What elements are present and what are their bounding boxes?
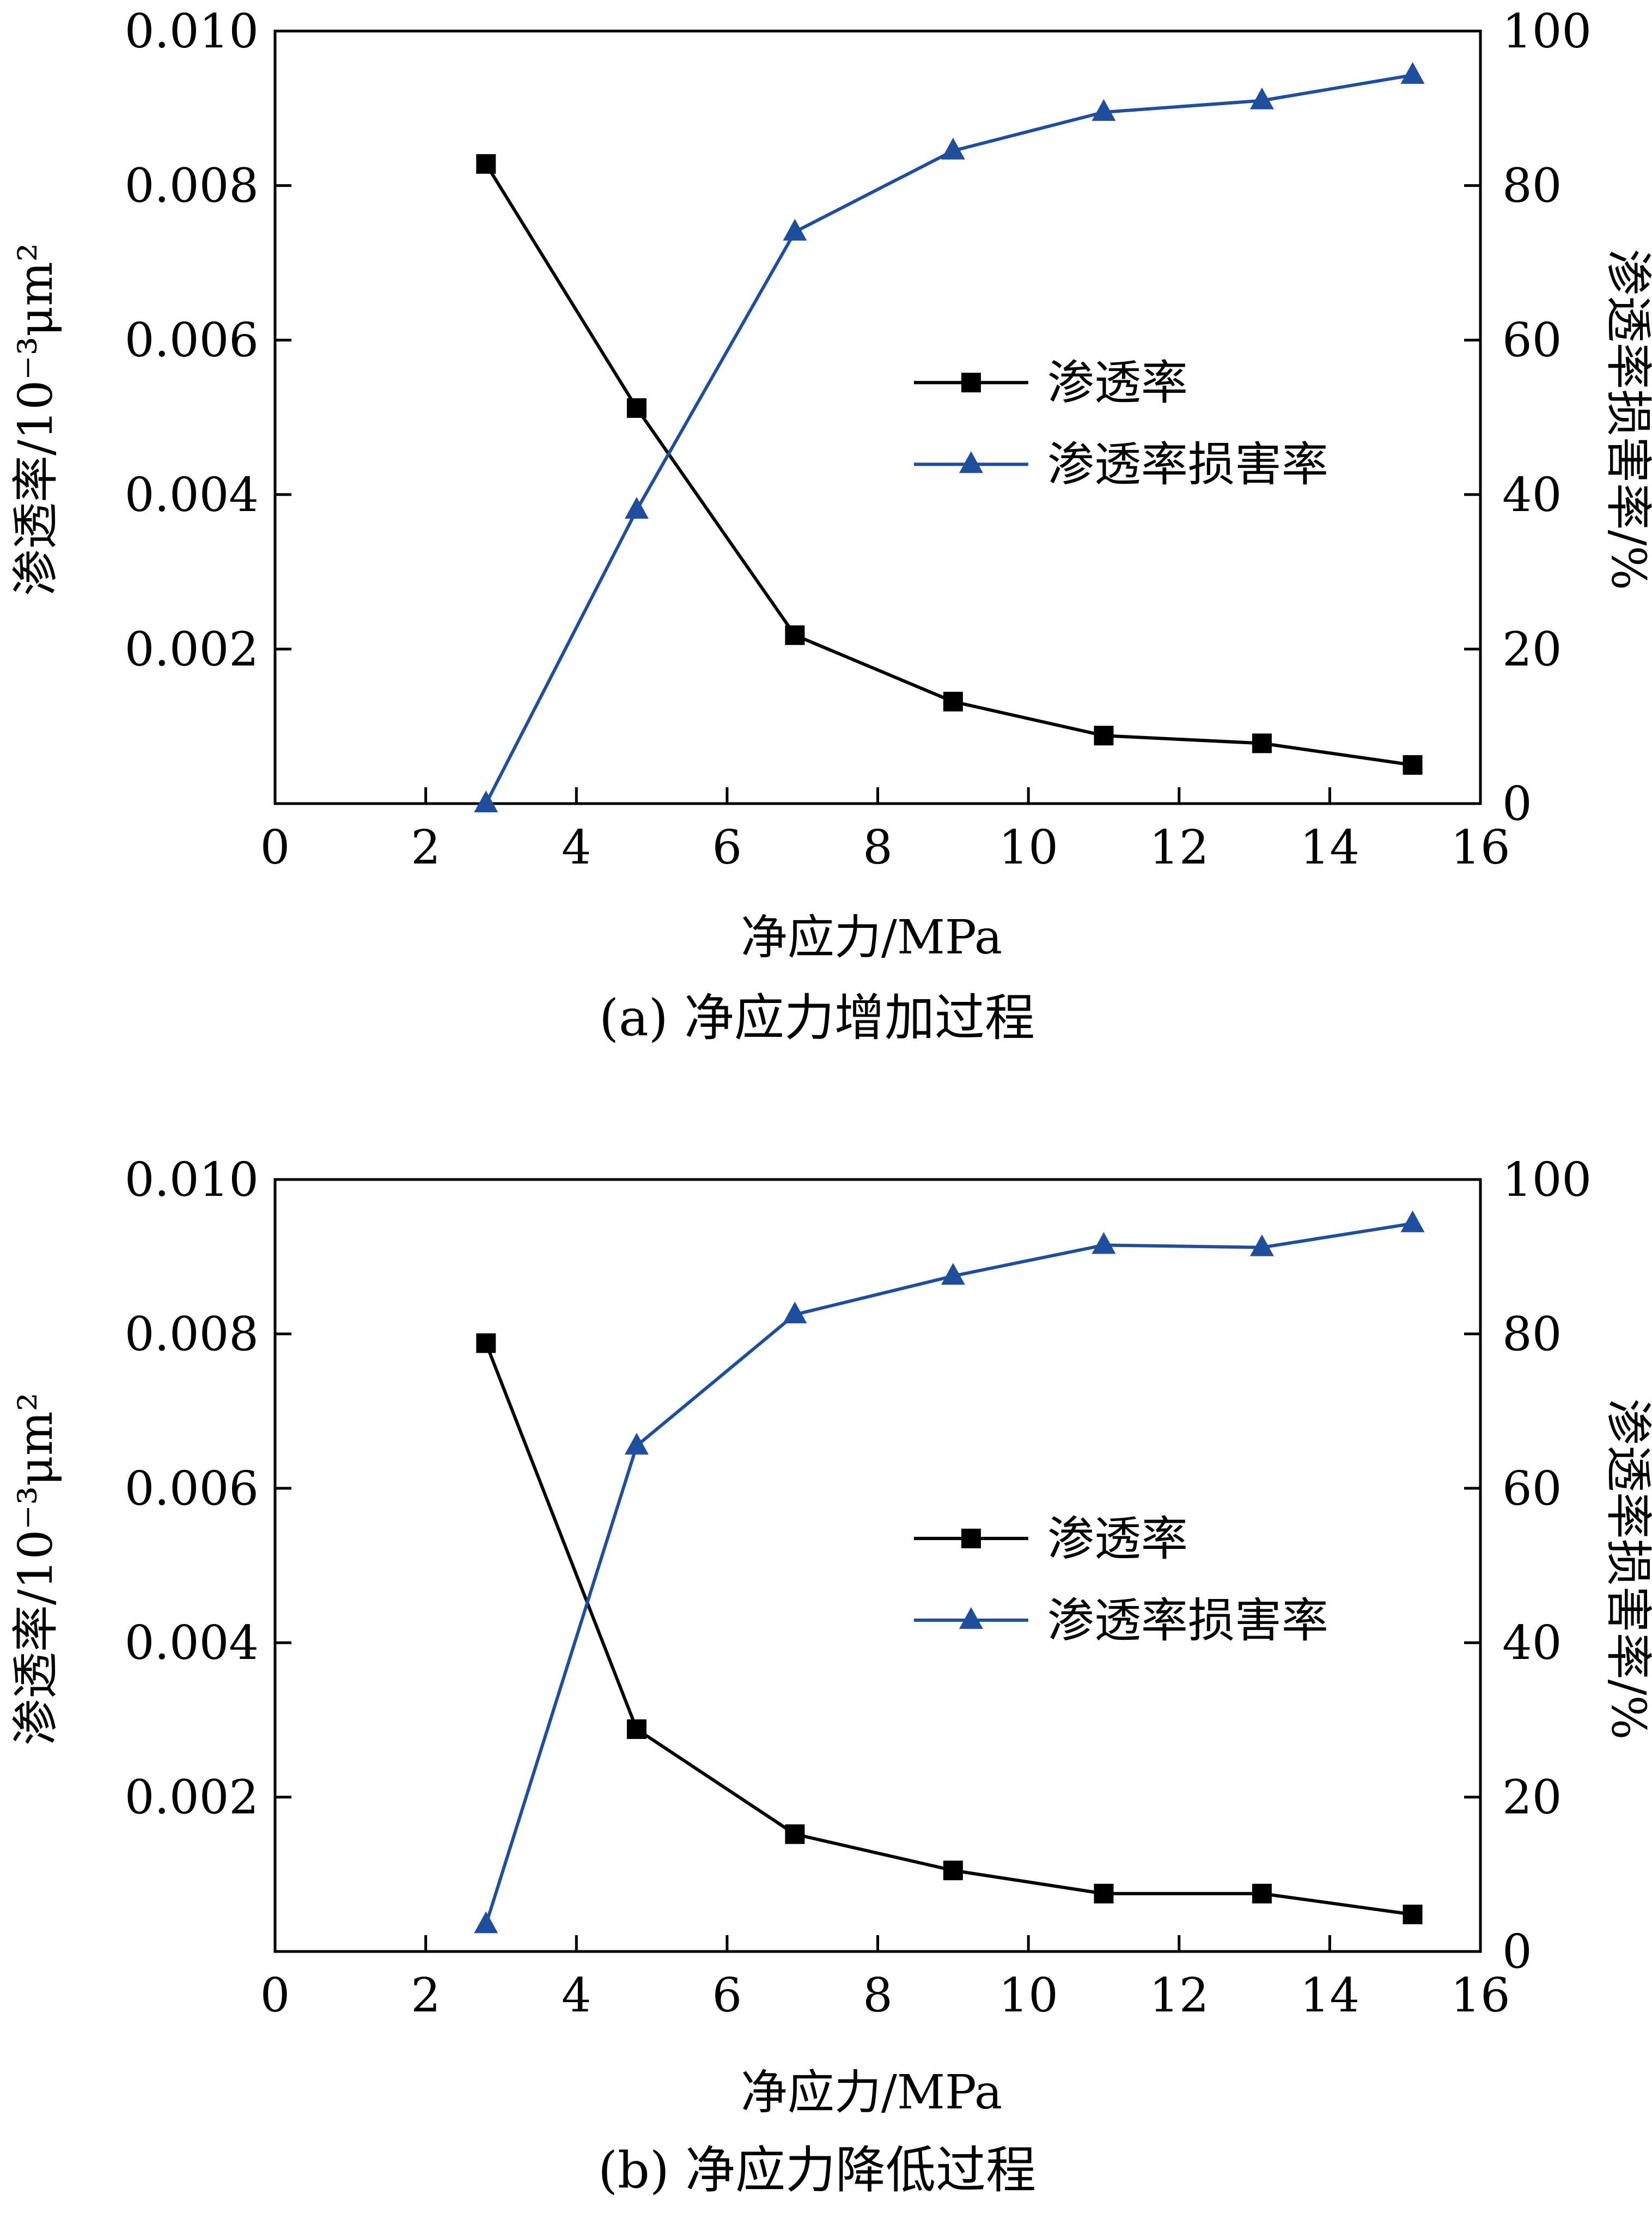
data-point: [1094, 1883, 1114, 1904]
y-left-tick-label: 0.010: [125, 1153, 259, 1207]
data-point: [474, 1911, 498, 1934]
x-tick-label: 2: [411, 820, 441, 875]
caption-a: (a) 净应力增加过程: [599, 989, 1035, 1047]
data-point: [476, 1333, 496, 1353]
data-point: [474, 791, 498, 812]
data-point: [1403, 755, 1423, 775]
y-left-axis-title-a: 渗透率/10⁻³μm²: [9, 243, 63, 596]
data-point: [943, 691, 963, 712]
x-tick-label: 6: [712, 1968, 742, 2023]
data-point: [783, 218, 807, 241]
x-tick-label: 4: [562, 820, 592, 875]
data-point: [1400, 1210, 1425, 1232]
x-tick-label: 4: [562, 1968, 592, 2023]
y-right-axis-title-a: 渗透率损害率/%: [1601, 249, 1652, 591]
y-left-tick-label: 0.008: [125, 1307, 259, 1361]
y-right-tick-label: 40: [1502, 468, 1562, 522]
data-point: [1249, 87, 1274, 110]
y-right-tick-label: 80: [1502, 159, 1562, 214]
y-right-tick-label: 20: [1502, 1771, 1562, 1825]
y-left-tick-label: 0.006: [125, 1462, 259, 1516]
y-left-tick-label: 0.002: [125, 1771, 259, 1825]
x-tick-label: 16: [1450, 1968, 1510, 2023]
data-point: [1400, 62, 1425, 84]
y-left-axis-title-b: 渗透率/10⁻³μm²: [9, 1393, 63, 1746]
data-point: [1092, 99, 1116, 121]
y-right-tick-label: 0: [1502, 777, 1532, 831]
legend-marker-0: [961, 1528, 981, 1548]
data-point: [1252, 1883, 1272, 1904]
y-right-tick-label: 0: [1502, 1925, 1532, 1979]
y-left-tick-label: 0.004: [125, 468, 259, 522]
legend-marker-0: [961, 373, 981, 393]
legend-label-0: 渗透率: [1047, 356, 1188, 410]
x-tick-label: 10: [998, 1968, 1058, 2023]
data-point: [1249, 1234, 1274, 1256]
x-tick-label: 10: [998, 820, 1058, 875]
y-right-tick-label: 40: [1502, 1616, 1562, 1670]
y-right-tick-label: 80: [1502, 1307, 1562, 1361]
data-point: [1092, 1232, 1116, 1254]
caption-b: (b) 净应力降低过程: [598, 2141, 1036, 2199]
data-point: [941, 1263, 965, 1285]
x-axis-title-b: 净应力/MPa: [741, 2065, 1002, 2120]
x-tick-label: 2: [411, 1968, 441, 2023]
data-point: [624, 497, 649, 519]
data-point: [941, 137, 965, 160]
data-point: [943, 1861, 963, 1881]
x-tick-label: 12: [1149, 1968, 1209, 2023]
legend-label-0: 渗透率: [1047, 1512, 1188, 1566]
x-tick-label: 8: [863, 820, 893, 875]
legend-marker-1: [959, 451, 983, 473]
y-right-tick-label: 100: [1502, 1153, 1592, 1207]
y-right-tick-label: 100: [1502, 4, 1592, 59]
y-left-tick-label: 0.008: [125, 159, 259, 214]
data-point: [1403, 1904, 1423, 1924]
data-point: [785, 1824, 805, 1844]
legend-marker-1: [959, 1607, 983, 1629]
x-tick-label: 6: [712, 820, 742, 875]
data-point: [626, 398, 647, 418]
chart-panel-b: (b) 净应力降低过程 净应力/MPa 渗透率/10⁻³μm² 渗透率损害率/%…: [9, 1153, 1652, 2199]
data-point: [785, 625, 805, 645]
y-left-tick-label: 0.010: [125, 4, 259, 59]
y-right-axis-title-b: 渗透率损害率/%: [1601, 1399, 1652, 1740]
x-tick-label: 0: [260, 1968, 290, 2023]
data-point: [624, 1432, 649, 1455]
x-tick-label: 14: [1300, 1968, 1360, 2023]
data-point: [1094, 726, 1114, 746]
y-right-tick-label: 60: [1502, 313, 1562, 368]
y-right-tick-label: 20: [1502, 622, 1562, 677]
y-left-tick-label: 0.004: [125, 1616, 259, 1670]
y-left-tick-label: 0.006: [125, 313, 259, 368]
legend-label-1: 渗透率损害率: [1047, 437, 1328, 492]
y-left-tick-label: 0.002: [125, 622, 259, 677]
data-point: [626, 1719, 647, 1739]
y-right-tick-label: 60: [1502, 1462, 1562, 1516]
x-tick-label: 12: [1149, 820, 1209, 875]
data-point: [476, 154, 496, 174]
x-axis-title-a: 净应力/MPa: [741, 910, 1002, 965]
x-tick-label: 0: [260, 820, 290, 875]
x-tick-label: 14: [1300, 820, 1360, 875]
data-point: [783, 1301, 807, 1323]
x-tick-label: 16: [1450, 820, 1510, 875]
data-point: [1252, 733, 1272, 753]
x-tick-label: 8: [863, 1968, 893, 2023]
legend-label-1: 渗透率损害率: [1047, 1594, 1328, 1648]
chart-panel-a: (a) 净应力增加过程 净应力/MPa 渗透率/10⁻³μm² 渗透率损害率/%…: [9, 4, 1652, 1047]
